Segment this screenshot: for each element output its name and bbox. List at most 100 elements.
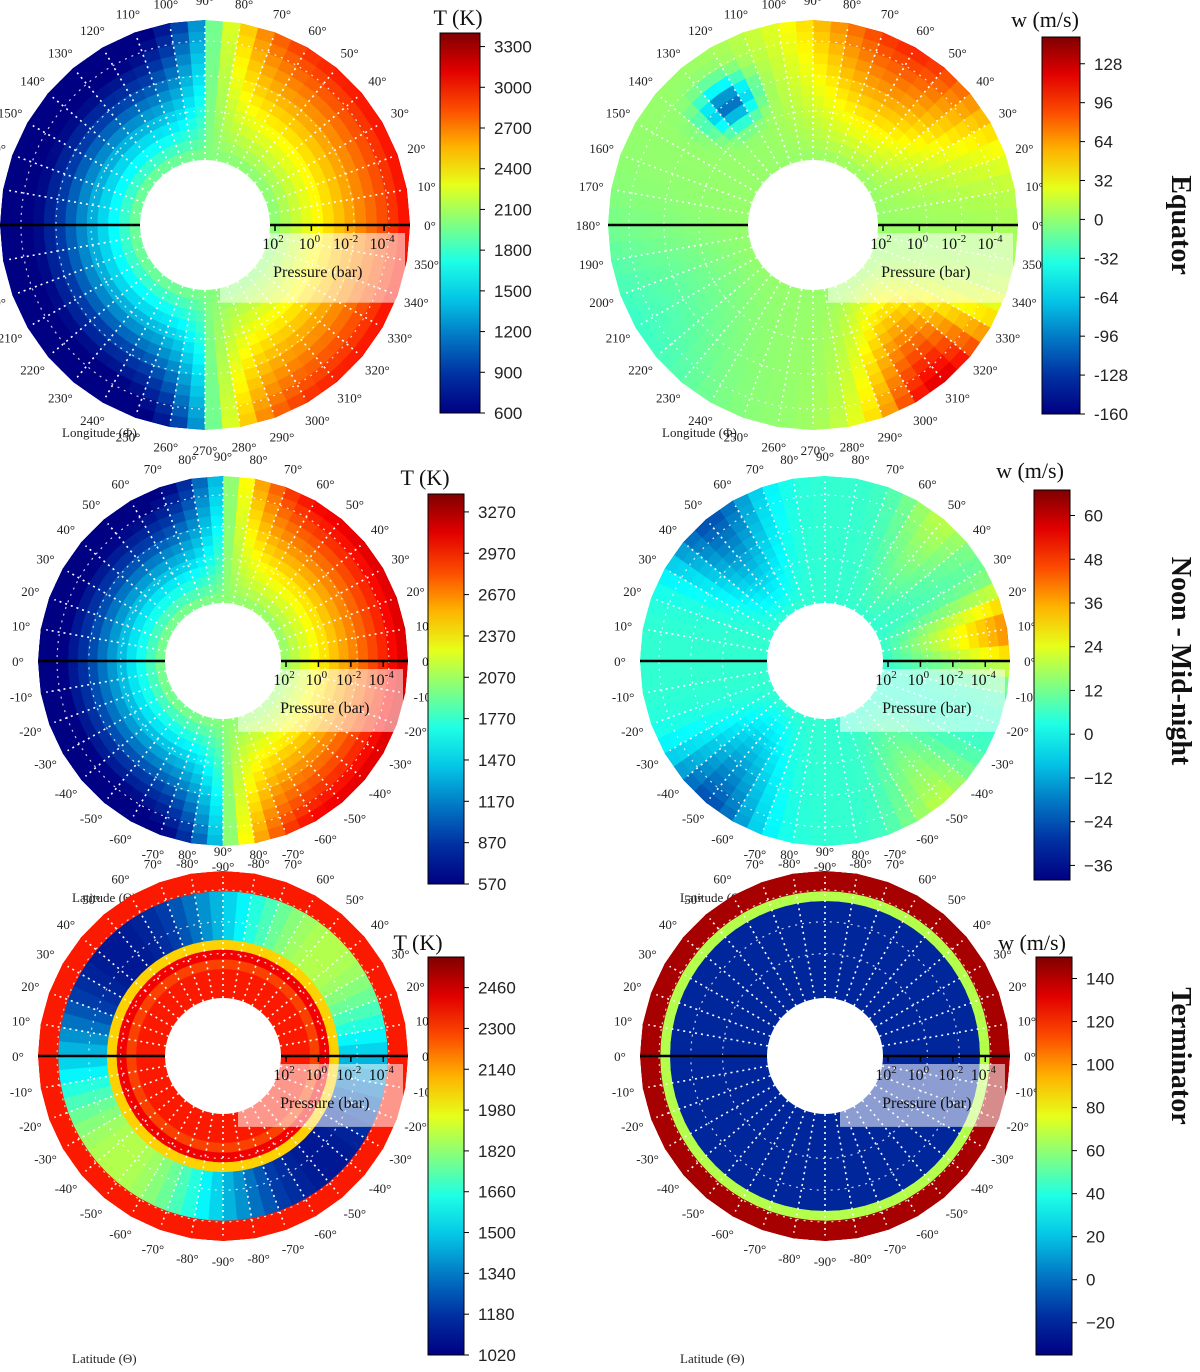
angle-tick-label: 90° — [804, 0, 822, 8]
colorbar-tick-label: 3000 — [494, 78, 532, 97]
angle-tick-label: 80° — [780, 452, 798, 467]
angle-tick-label: 100° — [154, 0, 179, 11]
angle-tick-label: 90° — [816, 449, 834, 464]
angle-tick-label: 150° — [0, 106, 22, 121]
colorbar-tick-label: -64 — [1094, 288, 1119, 307]
angle-tick-label: 290° — [878, 429, 903, 444]
angle-tick-label: 120° — [80, 23, 105, 38]
colorbar-tick-label: 60 — [1084, 507, 1103, 526]
colorbar-tick-label: -160 — [1094, 405, 1128, 424]
angle-tick-label: 210° — [0, 331, 22, 346]
heat-cell — [186, 417, 208, 430]
heat-cell — [0, 205, 2, 228]
pressure-axis-label: Pressure (bar) — [881, 264, 970, 281]
angle-tick-label: -40° — [55, 786, 78, 801]
colorbar-tick-label: 2400 — [494, 160, 532, 179]
grid-radial — [17, 246, 145, 294]
angle-tick-label: 60° — [916, 23, 934, 38]
heat-cell — [167, 426, 190, 430]
colorbar-tick-label: 12 — [1084, 681, 1103, 700]
angle-tick-label: 190° — [579, 257, 604, 272]
heat-cell — [202, 20, 224, 33]
heat-cell — [810, 20, 832, 33]
heat-cell — [797, 385, 816, 398]
heat-cell — [773, 20, 796, 25]
angle-tick-label: 70° — [746, 461, 764, 476]
heat-cell — [220, 20, 243, 24]
heat-cell — [38, 626, 42, 648]
heat-cell — [822, 495, 840, 507]
angle-tick-label: -50° — [344, 811, 367, 826]
grid-radial — [76, 72, 164, 176]
colorbar-tick-label: -32 — [1094, 249, 1119, 268]
colorbar-title: T (K) — [433, 5, 482, 30]
heat-cell — [221, 880, 239, 892]
heat-cell — [795, 407, 816, 420]
angle-tick-label: 50° — [684, 497, 702, 512]
angle-tick-label: 90° — [196, 0, 214, 8]
angle-tick-label: -20° — [404, 724, 427, 739]
heat-cell — [185, 428, 208, 430]
angle-tick-label: 200° — [589, 295, 614, 310]
angle-tick-label: 70° — [886, 461, 904, 476]
colorbar-tick-label: 1800 — [494, 241, 532, 260]
colorbar-title: w (m/s) — [1011, 7, 1079, 32]
angle-tick-label: 40° — [976, 73, 994, 88]
angle-tick-label: 330° — [996, 331, 1021, 346]
heat-cell — [188, 396, 208, 409]
angle-tick-label: 80° — [235, 0, 253, 11]
heat-cell — [183, 20, 206, 22]
angle-tick-label: 130° — [656, 46, 681, 61]
heat-cell — [838, 476, 860, 480]
grid-radial — [169, 288, 195, 421]
angle-tick-label: -20° — [19, 724, 42, 739]
heat-cell — [822, 476, 842, 488]
angle-tick-label: 60° — [713, 477, 731, 492]
angle-tick-label: 250° — [116, 429, 141, 444]
colorbar-tick-label: −12 — [1084, 769, 1113, 788]
heat-cell — [202, 41, 222, 54]
heat-cell — [204, 428, 227, 430]
angle-tick-label: -60° — [314, 832, 337, 847]
colorbar-title: T (K) — [400, 465, 449, 490]
grid-radial — [9, 235, 142, 261]
colorbar-tick-label: 1470 — [478, 751, 516, 770]
heat-cell — [408, 222, 410, 245]
angle-tick-label: 70° — [144, 461, 162, 476]
angle-tick-label: 290° — [270, 429, 295, 444]
angle-tick-label: 20° — [1015, 141, 1033, 156]
heatmap — [0, 20, 410, 430]
heat-cell — [187, 407, 208, 420]
angle-tick-label: -20° — [1006, 724, 1029, 739]
heat-cell — [789, 476, 810, 480]
angle-tick-label: 60° — [308, 23, 326, 38]
angle-tick-label: 140° — [20, 73, 45, 88]
angle-tick-label: 160° — [0, 141, 6, 156]
angle-tick-label: -20° — [621, 724, 644, 739]
angle-tick-label: 0° — [614, 654, 626, 669]
heat-cell — [406, 658, 408, 679]
angle-tick-label: -30° — [389, 757, 412, 772]
angle-tick-label: 50° — [948, 46, 966, 61]
angle-tick-label: 80° — [249, 452, 267, 467]
heat-cell — [406, 641, 408, 662]
grid-radial — [254, 96, 358, 184]
colorbar-tick-label: 900 — [494, 363, 522, 382]
grid-radial — [268, 189, 401, 215]
grid-radial — [226, 37, 274, 165]
heat-cell — [640, 660, 642, 681]
angle-tick-label: -10° — [10, 690, 33, 705]
grid-radial — [52, 96, 156, 184]
grid-radial — [52, 266, 156, 354]
heat-cell — [220, 476, 241, 478]
heat-cell — [220, 871, 240, 883]
angle-tick-label: 70° — [284, 461, 302, 476]
angle-tick-label: 70° — [273, 7, 291, 22]
angle-tick-label: 340° — [404, 295, 429, 310]
angle-tick-label: 230° — [48, 390, 73, 405]
angle-tick-label: 100° — [762, 0, 787, 11]
heat-cell — [1008, 658, 1010, 679]
angle-tick-label: 260° — [154, 440, 179, 455]
